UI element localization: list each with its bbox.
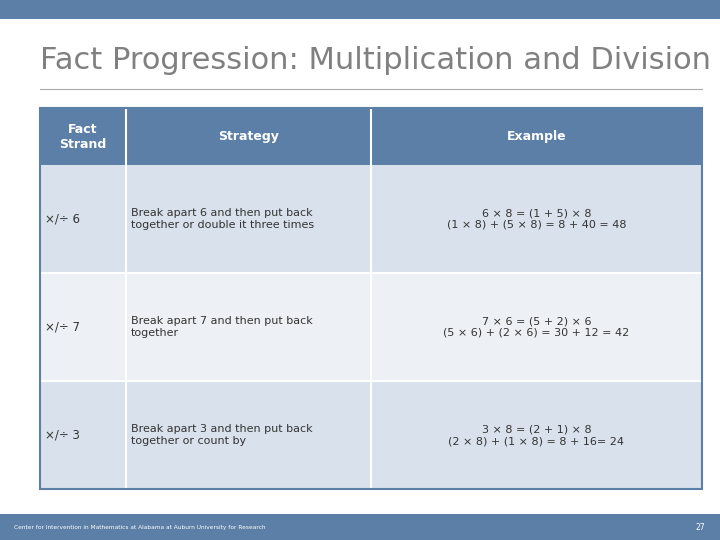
Text: Example: Example (507, 130, 566, 143)
FancyBboxPatch shape (40, 108, 702, 165)
FancyBboxPatch shape (40, 273, 702, 381)
FancyBboxPatch shape (40, 165, 702, 273)
Text: 6 × 8 = (1 + 5) × 8
(1 × 8) + (5 × 8) = 8 + 40 = 48: 6 × 8 = (1 + 5) × 8 (1 × 8) + (5 × 8) = … (446, 208, 626, 230)
Text: 27: 27 (696, 523, 706, 531)
Text: Break apart 3 and then put back
together or count by: Break apart 3 and then put back together… (131, 424, 312, 446)
Text: ×/÷ 3: ×/÷ 3 (45, 429, 79, 442)
Text: Strategy: Strategy (218, 130, 279, 143)
Text: 3 × 8 = (2 + 1) × 8
(2 × 8) + (1 × 8) = 8 + 16= 24: 3 × 8 = (2 + 1) × 8 (2 × 8) + (1 × 8) = … (449, 424, 624, 446)
Text: ×/÷ 6: ×/÷ 6 (45, 213, 80, 226)
Text: Break apart 6 and then put back
together or double it three times: Break apart 6 and then put back together… (131, 208, 314, 230)
Text: Fact
Strand: Fact Strand (59, 123, 107, 151)
Text: 7 × 6 = (5 + 2) × 6
(5 × 6) + (2 × 6) = 30 + 12 = 42: 7 × 6 = (5 + 2) × 6 (5 × 6) + (2 × 6) = … (444, 316, 629, 338)
Text: Break apart 7 and then put back
together: Break apart 7 and then put back together (131, 316, 312, 338)
Text: Fact Progression: Multiplication and Division: Fact Progression: Multiplication and Div… (40, 46, 711, 75)
FancyBboxPatch shape (40, 381, 702, 489)
Text: ×/÷ 7: ×/÷ 7 (45, 321, 80, 334)
Text: Center for Intervention in Mathematics at Alabama at Auburn University for Resea: Center for Intervention in Mathematics a… (14, 524, 266, 530)
